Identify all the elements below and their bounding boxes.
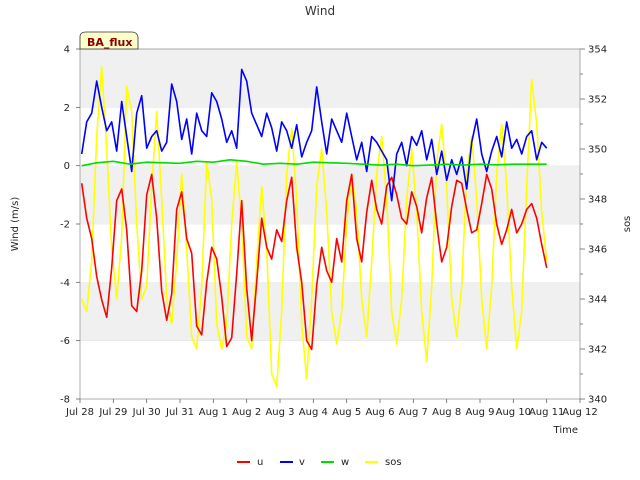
- legend: u v w sos: [237, 457, 402, 468]
- legend-label-u: u: [257, 457, 263, 468]
- chart-title: Wind: [305, 4, 335, 18]
- x-tick-label: Aug 5: [332, 407, 361, 418]
- series-line-sos: [80, 65, 548, 388]
- badge-box: [79, 31, 139, 50]
- y-tick-label: -2: [60, 220, 70, 231]
- x-tick-label: Jul 31: [165, 407, 194, 418]
- y2-tick-label: 342: [588, 345, 607, 356]
- axes: -8 -6 -4 -2 0 2 4 340 342 344 346 348 350 352 354 Jul 2…: [60, 45, 607, 419]
- series-line-u: [80, 173, 548, 351]
- badge: BA_flux: [79, 31, 139, 50]
- legend-label-w: w: [341, 457, 349, 468]
- x-tick-label: Aug 8: [432, 407, 461, 418]
- series-line-v: [80, 68, 548, 202]
- y-tick-label: 0: [64, 161, 70, 172]
- x-tick-label: Aug 10: [496, 407, 531, 418]
- x-tick-label: Aug 4: [299, 407, 328, 418]
- y-tick-label: 4: [64, 45, 70, 56]
- legend-label-sos: sos: [385, 457, 402, 468]
- y-tick-label: -8: [60, 395, 70, 406]
- x-tick-label: Aug 11: [529, 407, 564, 418]
- x-tick-label: Aug 12: [562, 407, 597, 418]
- badge-label: BA_flux: [87, 36, 132, 49]
- x-tick-label: Jul 30: [132, 407, 161, 418]
- x-tick-label: Aug 1: [199, 407, 228, 418]
- grid-band: [80, 49, 580, 108]
- y2-tick-label: 354: [588, 45, 607, 56]
- x-tick-label: Aug 6: [365, 407, 394, 418]
- y2-tick-label: 340: [588, 395, 607, 406]
- x-tick-label: Aug 9: [465, 407, 494, 418]
- y-axis-title: Wind (m/s): [10, 197, 21, 252]
- grid-band: [80, 340, 580, 399]
- y2-tick-label: 352: [588, 95, 607, 106]
- series-layer: [80, 65, 548, 388]
- x-axis-title: Time: [553, 425, 578, 436]
- x-tick-label: Jul 29: [98, 407, 127, 418]
- x-tick-label: Jul 28: [65, 407, 94, 418]
- x-tick-label: Aug 3: [265, 407, 294, 418]
- y2-tick-label: 346: [588, 245, 607, 256]
- y2-tick-label: 350: [588, 145, 607, 156]
- series-line-w: [81, 159, 547, 167]
- y2-tick-label: 344: [588, 295, 607, 306]
- legend-label-v: v: [299, 457, 305, 468]
- grid-bands: [80, 48, 580, 399]
- y-tick-label: -6: [60, 336, 70, 347]
- y2-axis-title: sos: [622, 216, 633, 233]
- y2-tick-label: 348: [588, 195, 607, 206]
- y-tick-label: -4: [60, 278, 70, 289]
- x-tick-label: Aug 7: [399, 407, 428, 418]
- x-tick-label: Aug 2: [232, 407, 261, 418]
- y-tick-label: 2: [64, 103, 70, 114]
